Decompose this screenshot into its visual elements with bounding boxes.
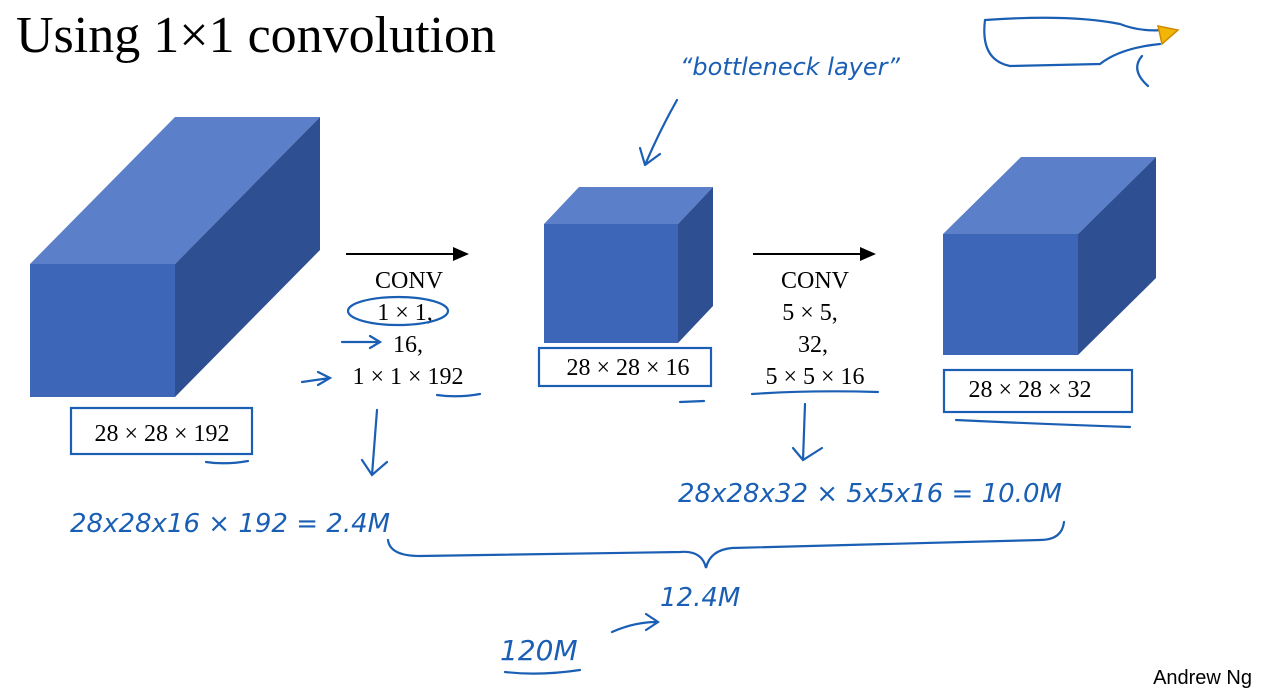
volume-label: 28 × 28 × 32 <box>968 377 1091 403</box>
conv-name: CONV <box>781 268 850 294</box>
annotation: 12.4M <box>660 583 740 613</box>
volume-label: 28 × 28 × 192 <box>94 421 229 447</box>
arrow-head <box>453 247 469 261</box>
conv-shape: 5 × 5 × 16 <box>765 364 864 390</box>
conv-filter: 1 × 1, <box>377 300 433 326</box>
annotation: 28x28x32 × 5x5x16 = 10.0M <box>678 479 1062 509</box>
volume-label: 28 × 28 × 16 <box>566 355 689 381</box>
ink-annotations <box>204 16 1180 675</box>
conv-count: 32, <box>798 332 828 358</box>
conv-filter: 5 × 5, <box>782 300 838 326</box>
conv-name: CONV <box>375 268 444 294</box>
volume-2 <box>544 187 713 343</box>
volume-3 <box>943 157 1156 355</box>
volume-1 <box>30 117 320 397</box>
arrow-head <box>860 247 876 261</box>
footer: Andrew Ng <box>1153 667 1252 688</box>
label-box <box>537 346 713 388</box>
conv-shape: 1 × 1 × 192 <box>352 364 463 390</box>
label-box <box>942 368 1134 414</box>
annotation: 28x28x16 × 192 = 2.4M <box>70 509 390 539</box>
annotation: 120M <box>500 634 578 667</box>
slide-title: Using 1×1 convolution <box>16 7 496 64</box>
annotation: “bottleneck layer” <box>680 53 901 81</box>
label-box <box>69 406 254 456</box>
conv-count: 16, <box>393 332 423 358</box>
